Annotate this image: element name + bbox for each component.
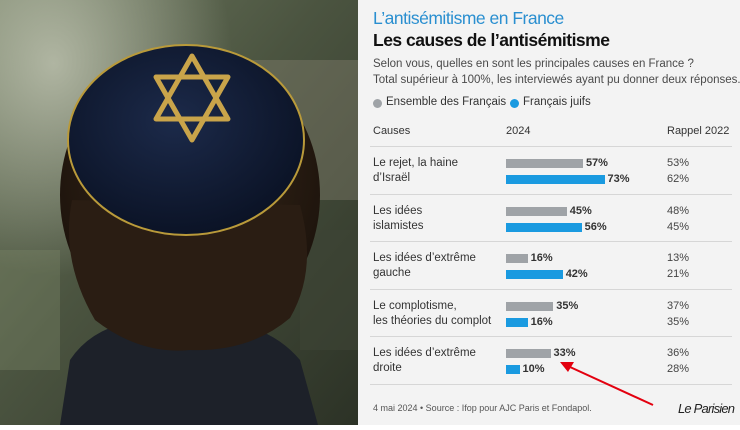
cause-label-line: gauche — [373, 267, 411, 279]
column-header-recall: Rappel 2022 — [667, 125, 730, 137]
legend-label-series2: Français juifs — [523, 96, 591, 108]
recall-2022-value: 48% — [667, 204, 690, 217]
bar-value-label: 73% — [607, 173, 630, 185]
bar-value-label: 16% — [530, 315, 553, 328]
cause-label: Les idées d’extrême gauche — [373, 251, 476, 281]
kippah-photo — [0, 0, 358, 425]
recall-2022-value: 13% — [667, 252, 690, 264]
recall-2022-value: 35% — [667, 315, 690, 328]
bar-ensemble — [506, 254, 528, 263]
cause-label: Le complotisme, les théories du complot — [373, 299, 491, 329]
annotation-arrow-line — [569, 366, 654, 406]
chart-panel: L’antisémitisme en France Les causes de … — [358, 0, 740, 425]
annotation-arrow-head — [560, 362, 574, 372]
bar-value-label: 33% — [553, 347, 576, 359]
legend-dot-series1 — [373, 99, 382, 108]
chart-title: Les causes de l’antisémitisme — [373, 30, 610, 50]
cause-label-line: Les idées d’extrême — [373, 252, 476, 264]
bar-juifs — [506, 365, 520, 374]
cause-label: Les idées islamistes — [373, 204, 423, 234]
header-divider — [370, 146, 732, 147]
row-divider — [370, 383, 732, 385]
recall-2022-value: 53% — [667, 157, 690, 169]
cause-label-line: islamistes — [373, 219, 424, 232]
chart-kicker: L’antisémitisme en France — [373, 8, 564, 28]
kippah-illustration — [0, 0, 358, 425]
cause-label-line: Le rejet, la haine — [373, 157, 459, 169]
cause-label-line: droite — [373, 362, 402, 374]
recall-2022-value: 62% — [667, 173, 690, 185]
column-header-year: 2024 — [506, 125, 531, 137]
row-divider — [370, 241, 732, 242]
bar-juifs — [506, 270, 563, 279]
recall-2022-value: 36% — [667, 347, 690, 359]
recall-2022-value: 37% — [667, 299, 690, 312]
row-divider — [370, 288, 732, 290]
cause-label: Les idées d’extrême droite — [373, 346, 476, 376]
note-text: Total supérieur à 100%, les interviewés … — [373, 74, 740, 86]
bar-ensemble — [506, 349, 551, 358]
bar-value-label: 35% — [556, 299, 579, 312]
legend-dot-series2 — [510, 99, 519, 108]
cause-label-line: Les idées d’extrême — [373, 347, 476, 359]
cause-label: Le rejet, la haine d’Israël — [373, 156, 458, 186]
bar-ensemble — [506, 206, 567, 216]
bar-ensemble — [506, 301, 554, 311]
recall-2022-value: 45% — [667, 220, 690, 233]
bar-value-label: 45% — [569, 204, 592, 217]
question-text: Selon vous, quelles en sont les principa… — [373, 58, 694, 70]
cause-label-line: Le complotisme, — [373, 299, 457, 312]
bar-juifs — [506, 317, 528, 327]
bar-value-label: 42% — [565, 268, 588, 280]
cause-label-line: les théories du complot — [373, 314, 492, 327]
source-note: 4 mai 2024 • Source : Ifop pour AJC Pari… — [373, 403, 592, 413]
bar-value-label: 57% — [585, 157, 608, 169]
bar-juifs — [506, 175, 605, 184]
row-divider — [370, 336, 732, 337]
bar-juifs — [506, 222, 582, 232]
bar-ensemble — [506, 159, 583, 168]
bar-value-label: 56% — [584, 220, 607, 233]
cause-label-line: Les idées — [373, 204, 423, 217]
bar-value-label: 10% — [522, 363, 545, 375]
brand-logo: Le Parisien — [678, 401, 735, 416]
bar-value-label: 16% — [530, 252, 553, 264]
column-header-causes: Causes — [373, 125, 411, 137]
annotation-layer — [560, 362, 654, 406]
cause-label-line: d’Israël — [373, 172, 411, 184]
recall-2022-value: 21% — [667, 268, 690, 280]
recall-2022-value: 28% — [667, 363, 690, 375]
legend-label-series1: Ensemble des Français — [386, 96, 507, 108]
row-divider — [370, 193, 732, 195]
